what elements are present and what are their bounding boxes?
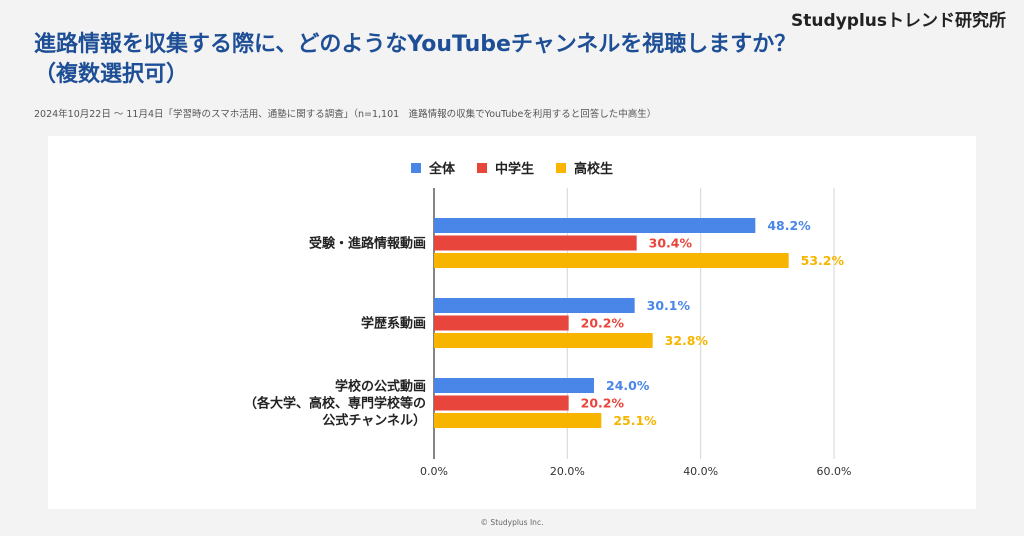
- legend-label: 全体: [428, 162, 455, 177]
- bar-全体: [434, 218, 756, 233]
- legend-item: 全体: [410, 158, 455, 177]
- survey-note: 2024年10月22日 〜 11月4日「学習時のスマホ活用、通塾に関する調査」（…: [34, 109, 657, 120]
- category-label: 学校の公式動画: [335, 379, 426, 395]
- bar-高校生: [434, 253, 789, 268]
- data-label: 20.2%: [581, 316, 625, 331]
- bar-高校生: [434, 413, 602, 428]
- data-label: 24.0%: [606, 378, 650, 393]
- legend-label: 高校生: [574, 162, 614, 177]
- bar-chart: 0.0% 20.0% 40.0% 60.0% 48.2% 30.4% 53.2% 受験・進路情…: [244, 188, 852, 478]
- legend-swatch: [556, 162, 566, 173]
- data-label: 53.2%: [801, 253, 845, 268]
- data-label: 48.2%: [767, 218, 811, 233]
- page-title: 進路情報を収集する際に、どのようなYouTubeチャンネルを視聴しますか？（複数…: [34, 32, 797, 87]
- data-label: 30.1%: [647, 298, 691, 313]
- chart-legend: 全体 中学生 高校生: [48, 158, 976, 177]
- bar-全体: [434, 378, 594, 393]
- copyright: © Studyplus Inc.: [480, 518, 544, 527]
- brand-logo: Studyplusトレンド研究所: [791, 11, 1006, 31]
- bar-中学生: [434, 395, 569, 411]
- chart-panel: 0.0% 20.0% 40.0% 60.0% 48.2% 30.4% 53.2% 受験・進路情…: [48, 136, 976, 509]
- x-tick-label: 60.0%: [817, 465, 852, 478]
- x-tick-label: 40.0%: [683, 465, 718, 478]
- category-label: （各大学、高校、専門学校等の: [244, 396, 426, 412]
- data-label: 25.1%: [613, 413, 657, 428]
- legend-swatch: [476, 162, 487, 173]
- data-label: 32.8%: [665, 333, 709, 348]
- category-label: 受験・進路情報動画: [309, 236, 426, 252]
- legend-swatch: [410, 162, 421, 173]
- data-label: 30.4%: [649, 236, 693, 251]
- category-label: 学歴系動画: [361, 316, 426, 332]
- legend-item: 中学生: [476, 158, 534, 177]
- data-label: 20.2%: [581, 396, 625, 411]
- bar-高校生: [434, 333, 653, 348]
- bar-中学生: [434, 315, 569, 331]
- category-label: 公式チャンネル）: [322, 413, 426, 429]
- legend-item: 高校生: [556, 158, 613, 177]
- bar-全体: [434, 298, 635, 313]
- x-tick-label: 20.0%: [550, 465, 585, 478]
- x-tick-label: 0.0%: [420, 465, 448, 478]
- legend-label: 中学生: [494, 162, 534, 177]
- bar-中学生: [434, 235, 637, 251]
